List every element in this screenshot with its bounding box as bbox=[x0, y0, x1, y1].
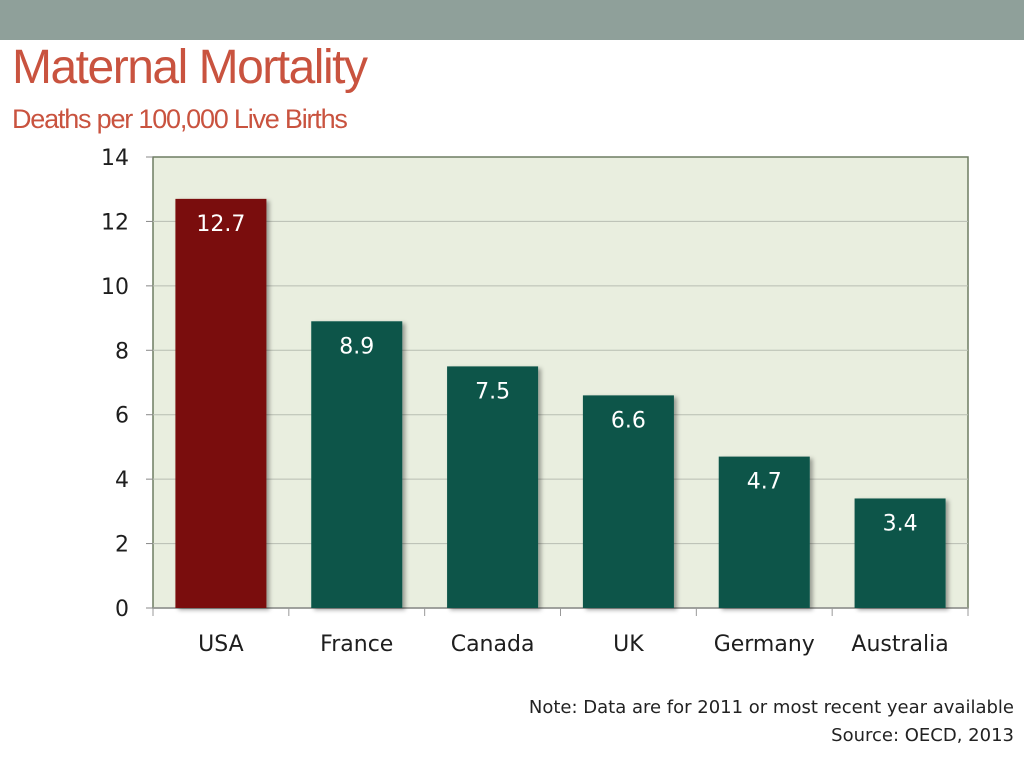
data-label-australia: 3.4 bbox=[883, 511, 918, 536]
data-label-uk: 6.6 bbox=[611, 408, 646, 433]
data-label-france: 8.9 bbox=[339, 334, 374, 359]
slide-title: Maternal Mortality bbox=[12, 41, 368, 94]
bar-australia bbox=[854, 498, 946, 608]
slide-subtitle: Deaths per 100,000 Live Births bbox=[12, 104, 348, 134]
x-tick-label-australia: Australia bbox=[851, 632, 948, 657]
y-tick-label: 4 bbox=[115, 468, 129, 493]
y-tick-label: 12 bbox=[101, 210, 129, 235]
bar-germany bbox=[718, 456, 810, 608]
bar-chart: 0 2 4 6 8 10 12 14 12.7 USA 8.9 France 7.5 Canada 6.6 U… bbox=[101, 146, 969, 657]
y-tick-label: 14 bbox=[101, 146, 129, 171]
data-note: Note: Data are for 2011 or most recent y… bbox=[528, 697, 1014, 718]
data-label-usa: 12.7 bbox=[196, 212, 245, 237]
y-tick-label: 2 bbox=[115, 533, 129, 558]
x-tick-label-canada: Canada bbox=[451, 632, 535, 657]
x-tick-label-germany: Germany bbox=[714, 632, 815, 657]
data-label-germany: 4.7 bbox=[747, 470, 782, 495]
bar-canada bbox=[447, 366, 539, 608]
data-label-canada: 7.5 bbox=[475, 379, 510, 404]
bar-france bbox=[311, 321, 403, 608]
y-tick-label: 0 bbox=[115, 597, 129, 622]
x-tick-label-usa: USA bbox=[198, 632, 244, 657]
top-band bbox=[0, 0, 1024, 40]
y-tick-label: 6 bbox=[115, 404, 129, 429]
bar-uk bbox=[582, 395, 674, 608]
footnote: Note: Data are for 2011 or most recent y… bbox=[529, 694, 1014, 750]
x-tick-label-uk: UK bbox=[613, 632, 644, 657]
x-tick-label-france: France bbox=[320, 632, 393, 657]
y-tick-label: 10 bbox=[101, 275, 129, 300]
data-source: Source: OECD, 2013 bbox=[831, 725, 1014, 746]
plot-area bbox=[152, 156, 969, 609]
y-tick-label: 8 bbox=[115, 339, 129, 364]
bar-usa bbox=[175, 198, 267, 608]
